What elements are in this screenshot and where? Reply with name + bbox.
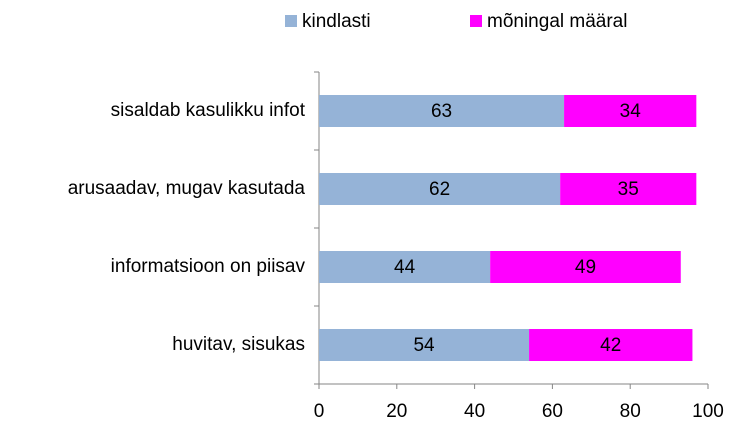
x-tick-label: 100 <box>692 401 724 422</box>
data-label: 34 <box>620 101 642 122</box>
category-label: huvitav, sisukas <box>172 334 305 355</box>
category-label: sisaldab kasulikku infot <box>111 100 306 121</box>
bar-segment <box>490 251 681 283</box>
legend-label: kindlasti <box>302 11 371 32</box>
x-tick-label: 20 <box>386 401 407 422</box>
x-tick-label: 80 <box>620 401 641 422</box>
x-tick-label: 0 <box>314 401 325 422</box>
legend-label: mõningal määral <box>487 11 627 32</box>
data-label: 54 <box>413 335 435 356</box>
data-label: 42 <box>600 335 621 356</box>
data-label: 49 <box>575 257 596 278</box>
data-label: 62 <box>429 179 450 200</box>
bar-segment <box>529 329 693 361</box>
data-label: 63 <box>431 101 452 122</box>
data-label: 35 <box>618 179 639 200</box>
x-tick-label: 60 <box>542 401 563 422</box>
x-tick-label: 40 <box>464 401 485 422</box>
legend-swatch <box>285 15 297 27</box>
data-label: 44 <box>394 257 416 278</box>
bar-segment <box>319 95 565 127</box>
category-label: informatsioon on piisav <box>111 256 306 277</box>
bar-segment <box>319 329 530 361</box>
bar-segment <box>564 95 697 127</box>
category-label: arusaadav, mugav kasutada <box>68 178 306 199</box>
bar-segment <box>560 173 697 205</box>
bar-segment <box>319 173 561 205</box>
bar-segment <box>319 251 491 283</box>
legend-swatch <box>470 15 482 27</box>
